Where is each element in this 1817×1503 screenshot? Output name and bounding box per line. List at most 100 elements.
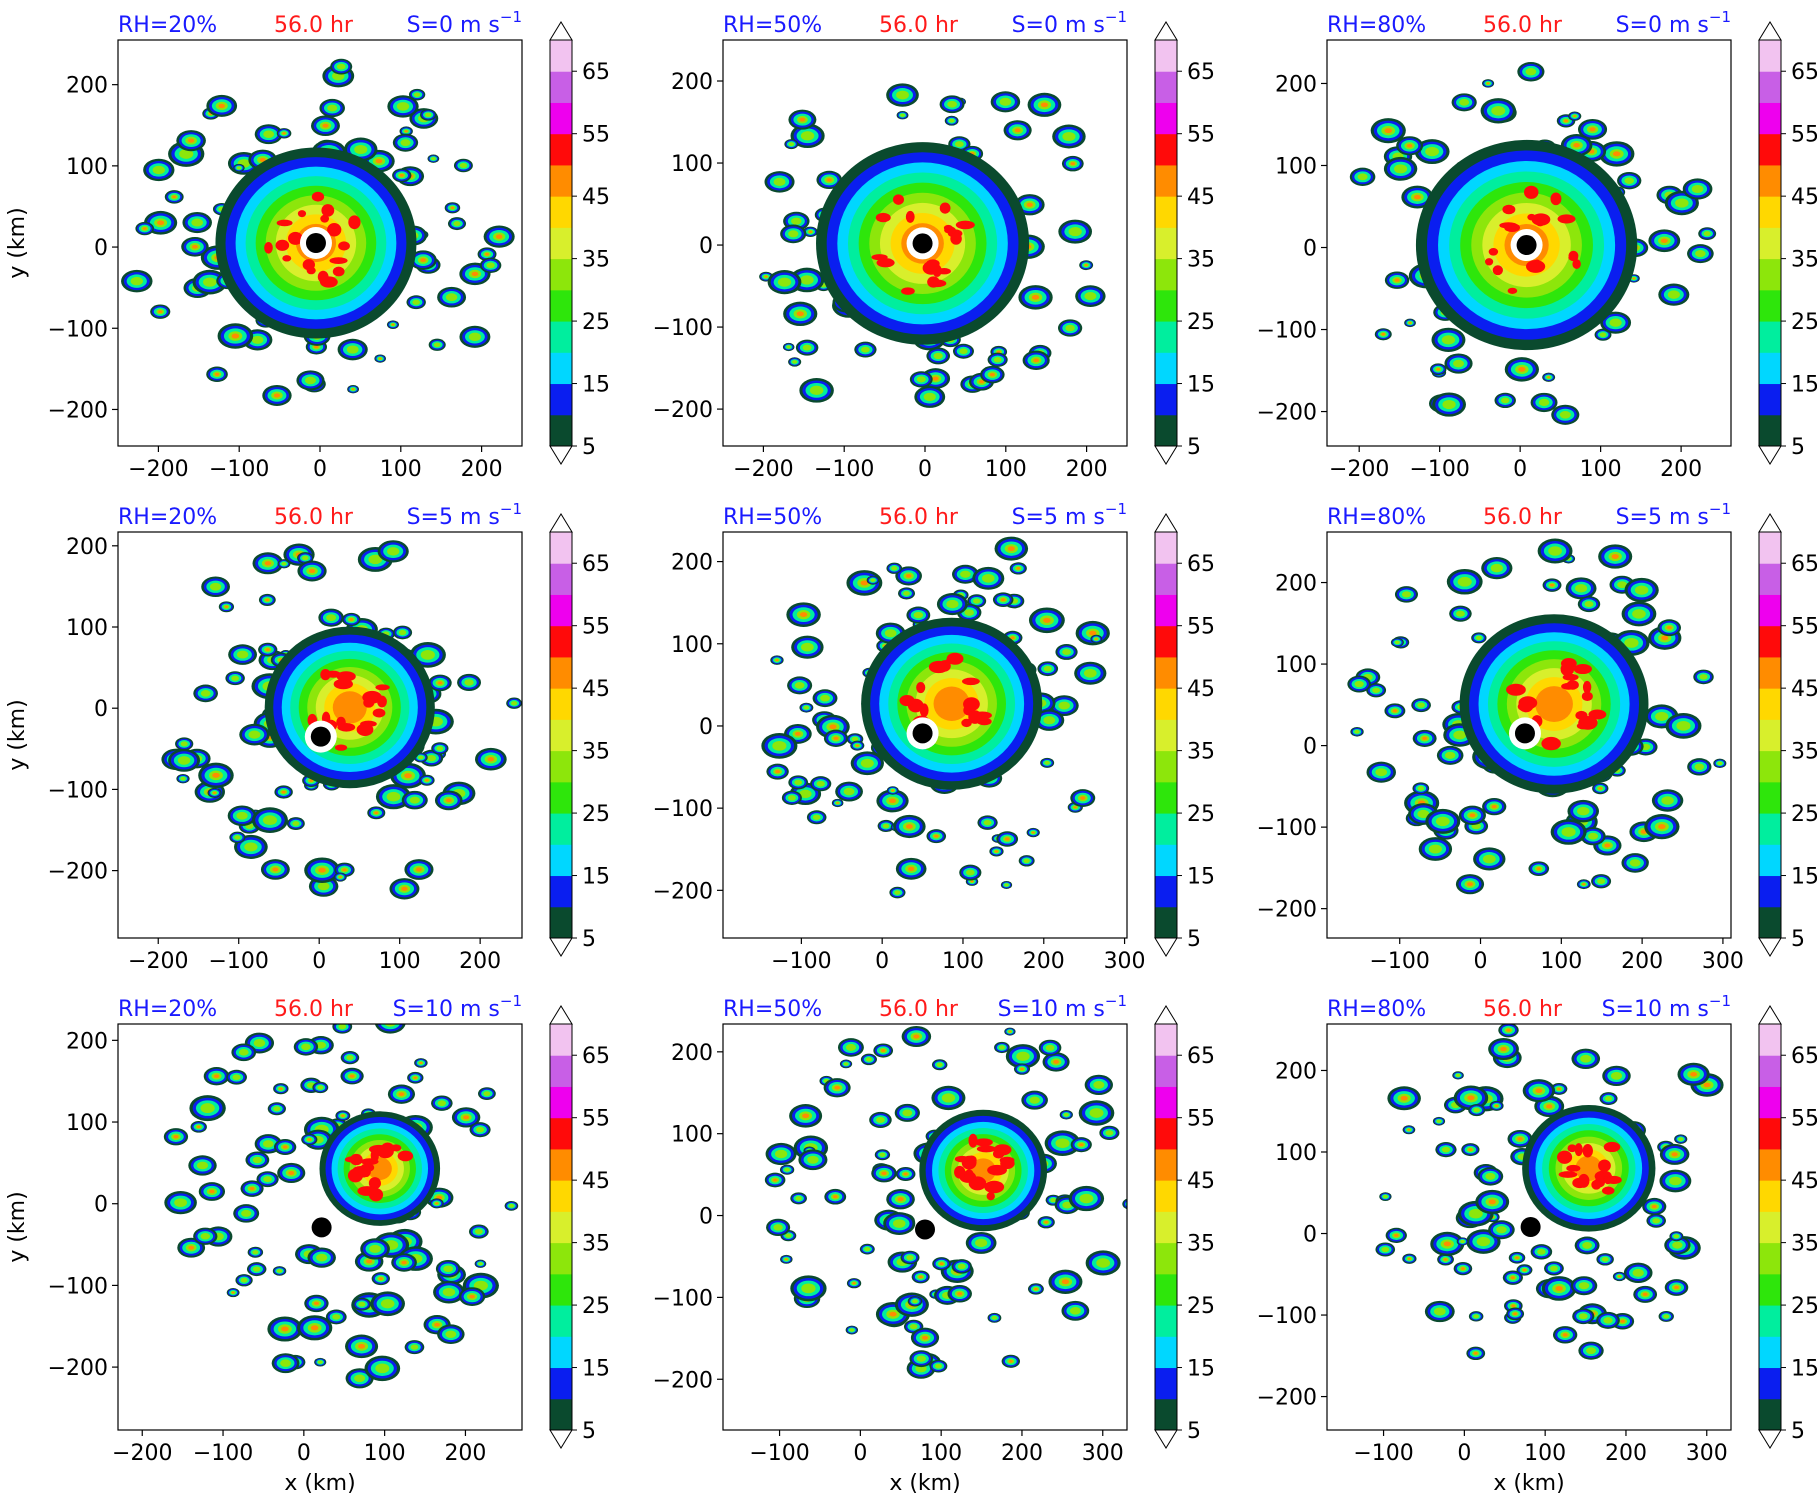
colorbar-segment: [1759, 383, 1781, 416]
reflectivity-field: [163, 1024, 519, 1389]
rainband-cell: [196, 1125, 201, 1129]
rainband-cell: [1080, 796, 1086, 800]
rh-label: RH=20%: [118, 997, 217, 1022]
colorbar-tick-label: 55: [1791, 615, 1817, 640]
rainband-cell: [152, 165, 165, 175]
rainband-cell: [1501, 397, 1510, 404]
colorbar-tick-label: 25: [582, 802, 610, 827]
rainband-cell: [342, 868, 347, 872]
colorbar-extend-bottom: [549, 937, 573, 957]
rainband-cell: [772, 740, 787, 751]
colorbar-segment: [550, 1242, 572, 1275]
rainband-cell: [409, 796, 420, 804]
rainband-cell: [336, 63, 346, 70]
rainband-cell: [1601, 1256, 1609, 1262]
colorbar: 5 15 25 35 45 55 65: [1154, 21, 1215, 465]
colorbar-extend-bottom: [1154, 445, 1178, 465]
rainband-cell: [921, 1335, 929, 1340]
rainband-cell: [861, 346, 870, 353]
rainband-cell: [975, 1238, 988, 1248]
colorbar-segment: [1759, 71, 1781, 103]
rainband-cell: [304, 376, 316, 385]
rainband-cell: [1031, 831, 1035, 834]
rainband-cell: [855, 744, 859, 747]
rainband-cell: [418, 755, 424, 760]
colorbar-segment: [550, 532, 572, 564]
x-tick-label: 200: [1660, 457, 1702, 482]
rainband-cell: [1384, 128, 1393, 134]
colorbar-tick-label: 5: [1791, 1419, 1805, 1444]
y-tick-label: 200: [1275, 1059, 1317, 1084]
core-maximum: [1605, 1175, 1622, 1185]
rainband-cell: [933, 352, 943, 360]
rainband-cell: [1407, 1128, 1411, 1131]
rainband-cell: [401, 886, 408, 891]
colorbar-segment: [550, 1180, 572, 1212]
colorbar-tick-label: 35: [582, 740, 610, 765]
rainband-cell: [378, 1277, 383, 1280]
x-tick-label: 300: [1686, 1441, 1728, 1466]
rainband-cell: [970, 880, 974, 883]
rainband-cell: [351, 388, 355, 391]
rainband-cell: [800, 275, 814, 285]
core-maximum: [276, 219, 293, 227]
rainband-cell: [187, 138, 195, 143]
rainband-cell: [463, 1115, 470, 1120]
rainband-cell: [1441, 1146, 1451, 1153]
shear-unit-exponent: −1: [500, 500, 522, 518]
rh-label: RH=50%: [723, 505, 822, 530]
rainband-cell: [1044, 1221, 1049, 1224]
colorbar-segment: [1759, 164, 1781, 197]
rainband-cell: [809, 385, 824, 396]
storm-center-marker: [310, 726, 331, 747]
rainband-cell: [1456, 610, 1465, 617]
rainband-cell: [338, 1024, 347, 1030]
rainband-cell: [918, 1275, 923, 1279]
x-tick-label: −200: [128, 457, 188, 482]
rainband-cell: [870, 578, 876, 582]
rainband-cell: [238, 1048, 249, 1056]
rainband-cell: [1535, 1088, 1543, 1094]
rainband-cell: [234, 835, 241, 840]
y-tick-label: −100: [48, 317, 108, 342]
rainband-cell: [852, 1282, 856, 1285]
core-maximum: [901, 287, 915, 295]
rainband-cell: [1016, 1051, 1030, 1061]
rainband-cell: [1453, 730, 1467, 740]
colorbar-tick-label: 15: [1187, 1357, 1215, 1382]
rainband-cell: [425, 779, 429, 782]
colorbar-segment: [550, 750, 572, 783]
shear-label: S=5 m s−1: [1616, 500, 1731, 530]
colorbar-segment: [1759, 688, 1781, 720]
colorbar-segment: [1759, 532, 1781, 564]
rainband-cell: [934, 834, 939, 838]
colorbar-segment: [550, 688, 572, 720]
rainband-cell: [1618, 1275, 1621, 1278]
rainband-cell: [957, 1292, 963, 1296]
x-tick-label: −100: [1353, 1441, 1413, 1466]
colorbar-tick-label: 45: [582, 185, 610, 210]
colorbar-segment: [1155, 133, 1177, 166]
rainband-cell: [802, 344, 812, 351]
rainband-cell: [301, 1043, 311, 1051]
colorbar-tick-label: 35: [1187, 740, 1215, 765]
x-tick-label: 100: [920, 1441, 962, 1466]
rainband-cell: [801, 642, 814, 652]
core-maximum: [922, 261, 940, 275]
rainband-cell: [1442, 399, 1456, 410]
rainband-cell: [1460, 1267, 1465, 1270]
rainband-cell: [1561, 827, 1576, 837]
colorbar-tick-label: 45: [1791, 677, 1817, 702]
rainband-cell: [1061, 1279, 1070, 1285]
core-maximum: [1523, 185, 1539, 199]
y-tick-label: −200: [48, 1356, 108, 1381]
y-tick-label: 100: [1275, 154, 1317, 179]
colorbar-segment: [550, 321, 572, 353]
rainband-cell: [236, 811, 248, 820]
rainband-cell: [1083, 668, 1097, 678]
colorbar-tick-label: 5: [582, 435, 596, 460]
rainband-cell: [1589, 127, 1596, 132]
core-maximum: [1601, 1186, 1615, 1195]
rainband-cell: [1408, 322, 1412, 324]
colorbar-segment: [550, 1086, 572, 1119]
